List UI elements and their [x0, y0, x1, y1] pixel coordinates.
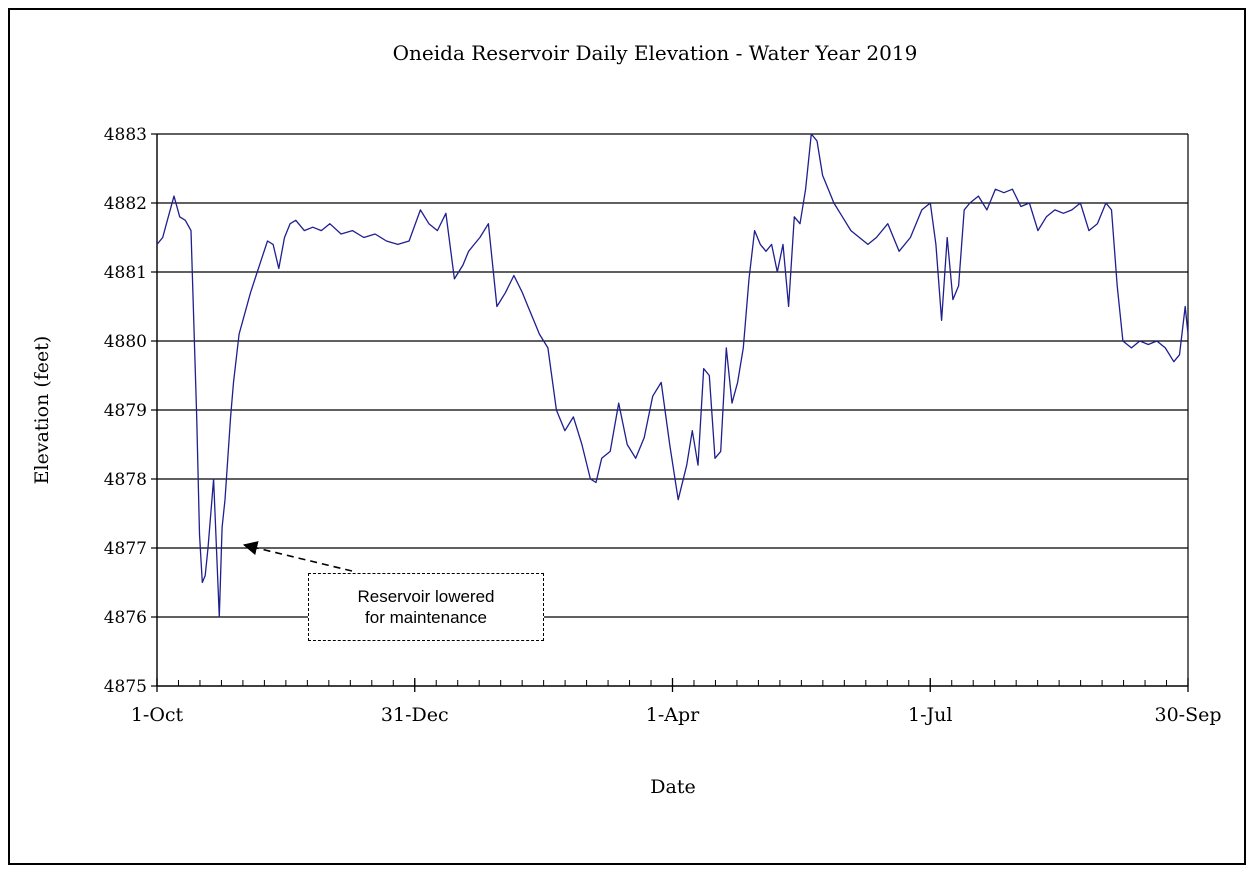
x-tick-label: 1-Oct [131, 704, 184, 726]
y-tick-label: 4882 [104, 194, 147, 214]
y-tick-label: 4878 [104, 470, 147, 490]
y-tick-label: 4877 [104, 539, 147, 559]
annotation-text: Reservoir lowered for maintenance [357, 587, 495, 627]
y-tick-label: 4880 [104, 332, 147, 352]
y-tick-label: 4881 [104, 263, 147, 283]
x-tick-label: 1-Apr [646, 704, 700, 726]
y-tick-labels: 4875 4876 4877 4878 4879 4880 4881 4882 4883 [104, 125, 147, 697]
y-tick-label: 4875 [104, 677, 147, 697]
series-line-elevation [156, 133, 1189, 618]
annotation-callout: Reservoir lowered for maintenance [308, 573, 544, 641]
x-tick-label: 30-Sep [1154, 704, 1221, 726]
axes [151, 133, 1189, 692]
y-tick-label: 4883 [104, 125, 147, 145]
annotation-arrow [242, 541, 353, 572]
y-axis-label: Elevation (feet) [31, 336, 53, 485]
gridlines [157, 133, 1188, 618]
x-tick-label: 31-Dec [381, 704, 449, 726]
x-tick-labels: 1-Oct 31-Dec 1-Apr 1-Jul 30-Sep [131, 704, 1222, 726]
y-tick-label: 4879 [104, 401, 147, 421]
x-axis-label: Date [650, 776, 695, 798]
y-tick-label: 4876 [104, 608, 147, 628]
chart-title: Oneida Reservoir Daily Elevation - Water… [393, 41, 918, 65]
chart-frame [8, 8, 1246, 865]
x-tick-label: 1-Jul [908, 704, 952, 726]
